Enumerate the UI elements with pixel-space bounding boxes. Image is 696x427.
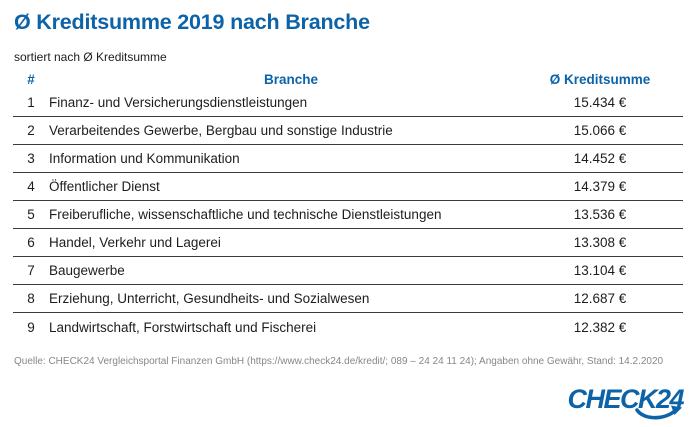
rank-cell: 4 (27, 179, 35, 194)
kreditsumme-table: # Branche Ø Kreditsumme 1 Finanz- und Ve… (13, 70, 683, 341)
kreditsumme-cell: 15.434 € (573, 95, 627, 110)
branche-cell: Landwirtschaft, Forstwirtschaft und Fisc… (49, 319, 317, 335)
branche-cell: Erziehung, Unterricht, Gesundheits- und … (49, 291, 370, 306)
table-row: 9 Landwirtschaft, Forstwirtschaft und Fi… (13, 313, 683, 341)
rank-cell: 6 (27, 235, 35, 250)
table-row: 4 Öffentlicher Dienst 14.379 € (13, 173, 683, 201)
kreditsumme-cell: 13.536 € (573, 207, 627, 222)
table-header-row: # Branche Ø Kreditsumme (13, 70, 683, 89)
page-title: Ø Kreditsumme 2019 nach Branche (14, 10, 370, 34)
rank-cell: 7 (27, 263, 35, 278)
branche-cell: Finanz- und Versicherungsdienstleistunge… (49, 95, 308, 110)
table-row: 2 Verarbeitendes Gewerbe, Bergbau und so… (13, 117, 683, 145)
table-row: 5 Freiberufliche, wissenschaftliche und … (13, 201, 683, 229)
kreditsumme-cell: 14.379 € (573, 179, 627, 194)
kreditsumme-cell: 14.452 € (573, 151, 627, 166)
branche-cell: Verarbeitendes Gewerbe, Bergbau und sons… (49, 123, 393, 138)
col-header-branche: Branche (263, 72, 319, 87)
kreditsumme-cell: 15.066 € (573, 123, 627, 138)
sort-note: sortiert nach Ø Kreditsumme (14, 50, 167, 64)
check24-logo-text: CHECK24 (567, 384, 684, 414)
branche-cell: Information und Kommunikation (49, 151, 240, 166)
rank-cell: 2 (27, 123, 35, 138)
rank-cell: 9 (27, 319, 35, 335)
branche-cell: Öffentlicher Dienst (49, 179, 160, 194)
check24-arrow-icon (635, 405, 682, 420)
rank-cell: 5 (27, 207, 35, 222)
source-note: Quelle: CHECK24 Vergleichsportal Finanze… (14, 356, 664, 367)
table-row: 3 Information und Kommunikation 14.452 € (13, 145, 683, 173)
branche-cell: Baugewerbe (49, 263, 125, 278)
col-header-rank: # (27, 72, 35, 87)
branche-cell: Handel, Verkehr und Lagerei (49, 235, 221, 250)
rank-cell: 8 (27, 291, 35, 306)
col-header-kreditsumme: Ø Kreditsumme (549, 72, 651, 87)
kreditsumme-cell: 12.687 € (573, 291, 627, 306)
check24-logo: CHECK24 (567, 384, 684, 420)
kreditsumme-cell: 13.104 € (573, 263, 627, 278)
kreditsumme-cell: 13.308 € (573, 235, 627, 250)
table-body: 1 Finanz- und Versicherungsdienstleistun… (13, 89, 683, 341)
rank-cell: 3 (27, 151, 35, 166)
table-row: 1 Finanz- und Versicherungsdienstleistun… (13, 89, 683, 117)
table-row: 6 Handel, Verkehr und Lagerei 13.308 € (13, 229, 683, 257)
rank-cell: 1 (27, 95, 35, 110)
table-row: 8 Erziehung, Unterricht, Gesundheits- un… (13, 285, 683, 313)
kreditsumme-cell: 12.382 € (573, 319, 627, 335)
branche-cell: Freiberufliche, wissenschaftliche und te… (49, 207, 442, 222)
table-row: 7 Baugewerbe 13.104 € (13, 257, 683, 285)
